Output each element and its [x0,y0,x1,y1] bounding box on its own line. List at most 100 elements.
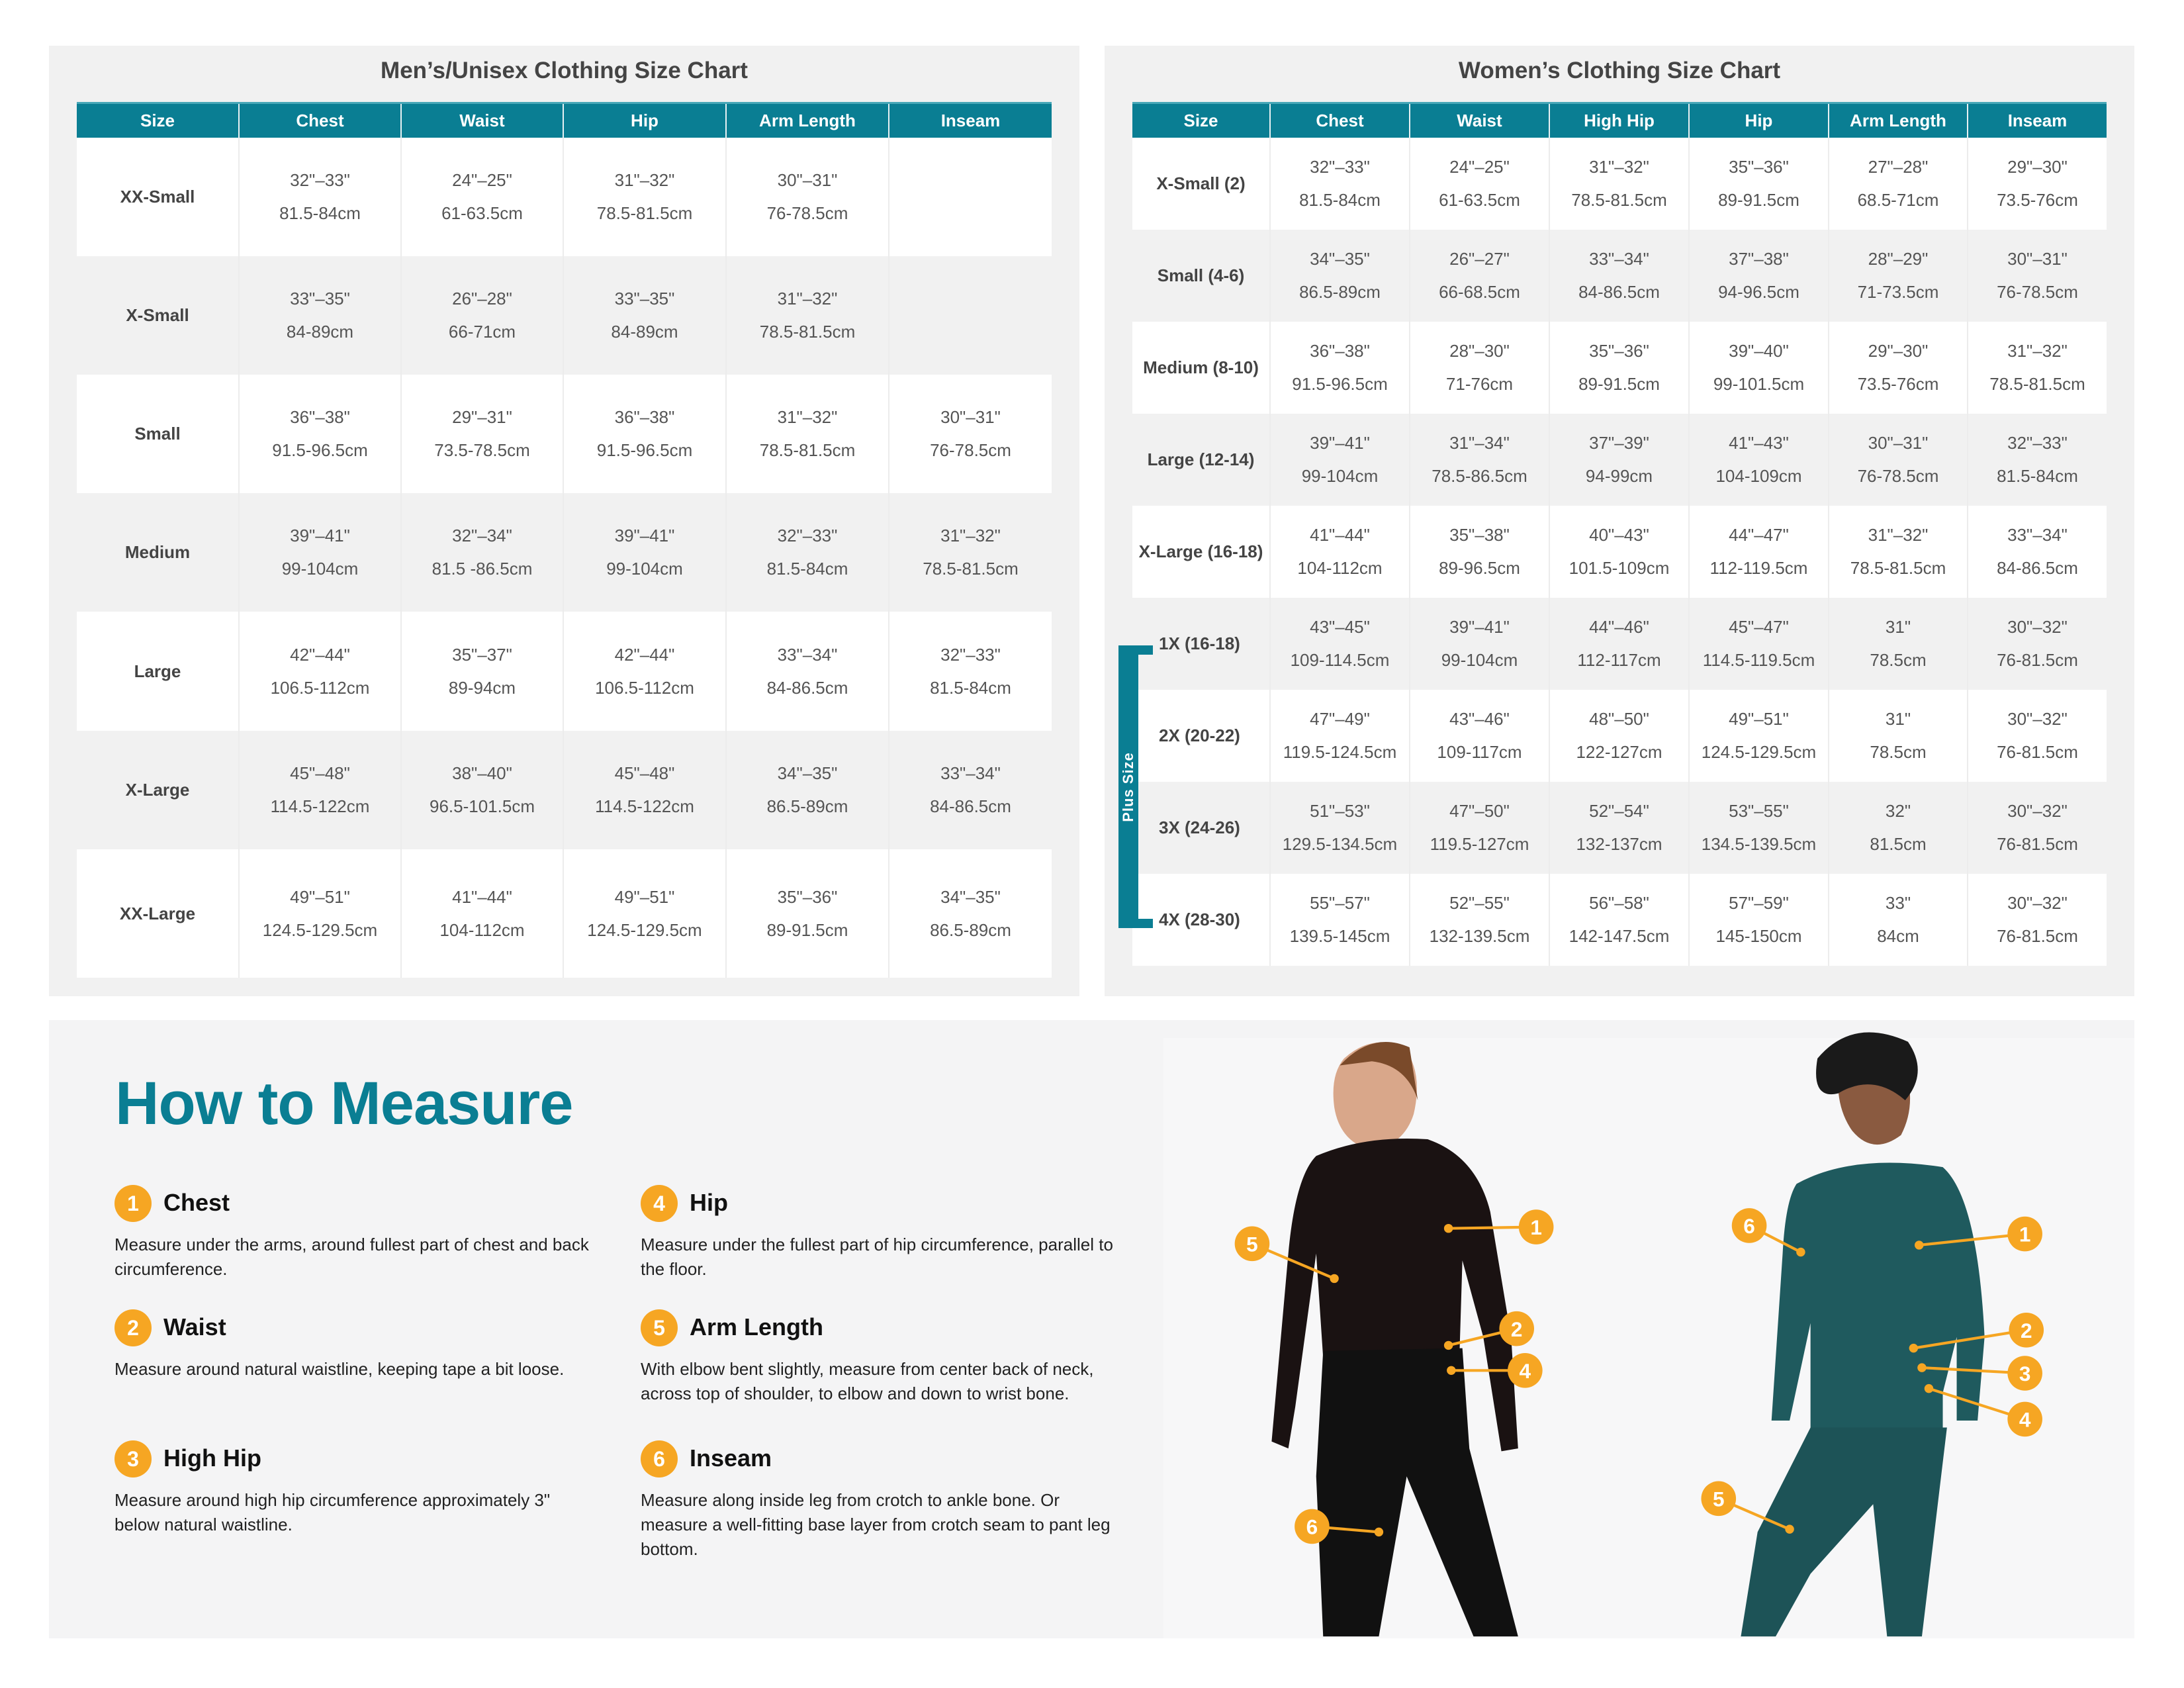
inches-value: 40"–43" [1589,525,1649,545]
step-number-badge: 6 [641,1440,678,1477]
inches-value: 30"–31" [1868,433,1929,453]
inches-value: 31" [1885,709,1911,729]
womens-size-table: Size Chest Waist High Hip Hip Arm Length Insea… [1132,102,2107,966]
how-to-measure-title: How to Measure [115,1070,573,1137]
column-header: Size [1132,102,1270,138]
inches-value: 26"–28" [452,289,512,308]
inches-value: 30"–31" [777,170,838,190]
measurement-cell: 31"–32" 78.5-81.5cm [725,374,889,493]
cm-value: 91.5-96.5cm [272,440,368,460]
inches-value: 32"–33" [2007,433,2068,453]
cm-value: 89-96.5cm [1439,558,1520,578]
size-label: Large [77,611,239,731]
cm-value: 124.5-129.5cm [1701,742,1817,762]
measure-item-description: Measure around high hip circumference ap… [114,1490,551,1534]
cm-value: 106.5-112cm [270,677,370,698]
table-row: X-Small 33"–35" 84-89cm 26"–28" 66-71cm 33"–3… [77,256,1052,375]
cm-value: 61-63.5cm [1439,190,1520,210]
cm-value: 124.5-129.5cm [587,919,702,940]
inches-value: 30"–31" [2007,249,2068,269]
inches-value: 42"–44" [614,644,675,665]
cm-value: 119.5-127cm [1430,834,1529,854]
cm-value: 112-117cm [1577,650,1661,670]
measurement-cell: 31"–32" 78.5-81.5cm [1828,505,1968,598]
cm-value: 99-104cm [606,559,683,579]
measurement-cell: 39"–40" 99-101.5cm [1688,321,1829,414]
inches-value: 29"–30" [2007,157,2068,177]
inches-value: 32" [1885,801,1911,821]
cm-value: 84-86.5cm [930,796,1011,816]
measurement-cell [888,256,1052,375]
inches-value: 53"–55" [1729,801,1789,821]
measurement-cell: 28"–30" 71-76cm [1409,321,1549,414]
measurement-cell: 41"–44" 104-112cm [400,849,563,978]
cm-value: 78.5cm [1870,650,1927,670]
measurement-cell: 47"–50" 119.5-127cm [1409,781,1549,874]
measurement-cell: 32"–33" 81.5-84cm [1269,137,1410,230]
measurement-cell: 32"–33" 81.5-84cm [725,492,889,612]
inches-value: 39"–41" [1449,617,1510,637]
measurement-cell: 39"–41" 99-104cm [1409,597,1549,690]
cm-value: 71-73.5cm [1857,282,1939,302]
cm-value: 106.5-112cm [595,677,694,698]
plus-size-label: Plus Size [1120,751,1136,822]
table-row: Medium (8-10) 36"–38" 91.5-96.5cm 28"–30" 71… [1132,321,2107,414]
measurement-cell: 31"–32" 78.5-81.5cm [1549,137,1689,230]
cm-value: 109-114.5cm [1290,650,1390,670]
measurement-cell: 38"–40" 96.5-101.5cm [400,730,563,849]
measure-item-title: Inseam [690,1444,772,1472]
inches-value: 35"–36" [777,886,838,907]
size-label: Small [77,374,239,493]
plus-size-bracket: Plus Size [1118,645,1153,928]
cm-value: 66-68.5cm [1439,282,1520,302]
cm-value: 76-78.5cm [1857,466,1939,486]
measurement-cell: 36"–38" 91.5-96.5cm [1269,321,1410,414]
measurement-cell: 53"–55" 134.5-139.5cm [1688,781,1829,874]
cm-value: 134.5-139.5cm [1701,834,1817,854]
inches-value: 30"–32" [2007,617,2068,637]
measure-item-description: Measure under the fullest part of hip ci… [641,1235,1113,1279]
cm-value: 104-109cm [1715,466,1802,486]
inches-value: 45"–48" [290,763,350,783]
inches-value: 30"–32" [2007,893,2068,913]
measurement-cell: 35"–37" 89-94cm [400,611,563,731]
cm-value: 73.5-76cm [1997,190,2078,210]
cm-value: 86.5-89cm [766,796,848,816]
column-header: Arm Length [725,102,889,138]
table-row: XX-Small 32"–33" 81.5-84cm 24"–25" 61-63.5cm… [77,137,1052,256]
measurement-cell: 36"–38" 91.5-96.5cm [563,374,726,493]
cm-value: 66-71cm [448,322,516,342]
step-number-badge: 5 [641,1309,678,1346]
inches-value: 49"–51" [614,886,675,907]
measurement-cell: 40"–43" 101.5-109cm [1549,505,1689,598]
inches-value: 29"–31" [452,407,512,427]
inches-value: 39"–40" [1729,341,1789,361]
inches-value: 36"–38" [614,407,675,427]
measurement-cell: 48"–50" 122-127cm [1549,689,1689,782]
header-row: Size Chest Waist High Hip Hip Arm Length Insea… [1132,102,2107,138]
table-row: Small 36"–38" 91.5-96.5cm 29"–31" 73.5-78.5c… [77,374,1052,493]
inches-value: 32"–33" [777,526,838,545]
size-label: XX-Small [77,137,239,256]
measure-item-title: Chest [163,1189,230,1216]
measurement-cell: 41"–44" 104-112cm [1269,505,1410,598]
measurement-cell: 39"–41" 99-104cm [563,492,726,612]
cm-value: 94-99cm [1585,466,1653,486]
measurement-cell: 43"–46" 109-117cm [1409,689,1549,782]
womens-chart-title: Women’s Clothing Size Chart [1458,58,1781,83]
measurement-cell: 32"–34" 81.5 -86.5cm [400,492,563,612]
size-label: 1X (16-18) [1132,597,1270,690]
measurement-cell: 42"–44" 106.5-112cm [563,611,726,731]
measurement-cell: 55"–57" 139.5-145cm [1269,873,1410,966]
inches-value: 47"–49" [1310,709,1370,729]
measurement-cell: 33" 84cm [1828,873,1968,966]
measurement-cell: 30"–31" 76-78.5cm [1967,229,2107,322]
cm-value: 81.5-84cm [1997,466,2078,486]
inches-value: 35"–37" [452,644,512,665]
inches-value: 29"–30" [1868,341,1929,361]
size-label: Medium [77,492,239,612]
cm-value: 84cm [1877,926,1919,946]
measurement-cell: 33"–34" 84-86.5cm [1549,229,1689,322]
measurement-cell: 24"–25" 61-63.5cm [400,137,563,256]
cm-value: 76-78.5cm [1997,282,2078,302]
